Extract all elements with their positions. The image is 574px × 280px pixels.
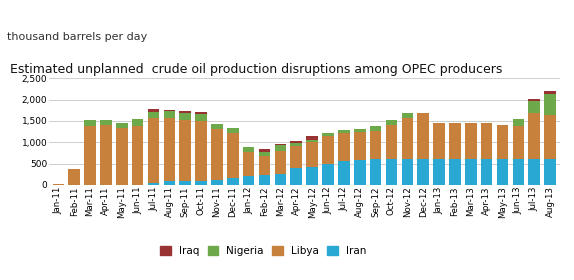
Bar bbox=[497, 160, 509, 185]
Bar bbox=[148, 118, 160, 183]
Bar bbox=[227, 133, 239, 178]
Bar bbox=[465, 123, 476, 160]
Bar bbox=[449, 160, 461, 185]
Bar bbox=[370, 160, 381, 185]
Bar bbox=[243, 147, 254, 151]
Bar bbox=[274, 151, 286, 174]
Bar bbox=[370, 127, 381, 131]
Bar bbox=[354, 129, 366, 132]
Text: thousand barrels per day: thousand barrels per day bbox=[7, 32, 148, 42]
Bar bbox=[290, 143, 302, 146]
Bar bbox=[497, 125, 509, 160]
Bar bbox=[180, 113, 191, 120]
Bar bbox=[100, 120, 112, 125]
Bar bbox=[449, 123, 461, 160]
Bar bbox=[116, 123, 127, 128]
Bar bbox=[132, 119, 144, 126]
Bar bbox=[370, 131, 381, 160]
Bar bbox=[180, 181, 191, 185]
Bar bbox=[513, 160, 524, 185]
Bar bbox=[544, 159, 556, 185]
Bar bbox=[307, 143, 318, 167]
Text: Estimated unplanned  crude oil production disruptions among OPEC producers: Estimated unplanned crude oil production… bbox=[10, 63, 503, 76]
Bar bbox=[68, 169, 80, 185]
Bar bbox=[211, 123, 223, 129]
Bar bbox=[544, 94, 556, 115]
Bar bbox=[52, 183, 64, 184]
Bar bbox=[290, 141, 302, 143]
Bar bbox=[290, 168, 302, 185]
Bar bbox=[465, 160, 476, 185]
Bar bbox=[148, 109, 160, 112]
Bar bbox=[227, 178, 239, 185]
Bar bbox=[417, 113, 429, 160]
Bar bbox=[433, 123, 445, 160]
Bar bbox=[481, 160, 492, 185]
Bar bbox=[338, 133, 350, 161]
Bar bbox=[164, 181, 175, 185]
Bar bbox=[100, 125, 112, 185]
Bar bbox=[322, 164, 334, 185]
Bar bbox=[338, 161, 350, 185]
Bar bbox=[307, 136, 318, 140]
Bar bbox=[307, 140, 318, 143]
Bar bbox=[529, 159, 540, 185]
Bar bbox=[481, 123, 492, 160]
Bar bbox=[164, 118, 175, 181]
Bar bbox=[195, 181, 207, 185]
Bar bbox=[402, 160, 413, 185]
Bar bbox=[386, 125, 397, 160]
Bar bbox=[433, 160, 445, 185]
Bar bbox=[259, 175, 270, 185]
Bar bbox=[529, 99, 540, 101]
Bar bbox=[307, 167, 318, 185]
Bar bbox=[322, 136, 334, 164]
Bar bbox=[322, 133, 334, 136]
Bar bbox=[417, 160, 429, 185]
Bar bbox=[116, 128, 127, 185]
Bar bbox=[195, 112, 207, 114]
Bar bbox=[148, 112, 160, 118]
Bar bbox=[164, 111, 175, 118]
Bar bbox=[529, 113, 540, 159]
Bar bbox=[544, 91, 556, 94]
Bar bbox=[52, 184, 64, 185]
Bar bbox=[402, 118, 413, 160]
Bar bbox=[354, 160, 366, 185]
Bar bbox=[195, 120, 207, 181]
Bar bbox=[513, 119, 524, 126]
Bar bbox=[132, 126, 144, 185]
Bar bbox=[211, 129, 223, 180]
Bar bbox=[386, 160, 397, 185]
Bar bbox=[354, 132, 366, 160]
Bar bbox=[148, 183, 160, 185]
Bar bbox=[274, 145, 286, 151]
Bar bbox=[338, 130, 350, 133]
Bar bbox=[402, 113, 413, 118]
Bar bbox=[259, 156, 270, 175]
Bar bbox=[544, 115, 556, 159]
Bar bbox=[180, 111, 191, 113]
Bar bbox=[290, 146, 302, 168]
Bar bbox=[243, 151, 254, 176]
Bar bbox=[274, 174, 286, 185]
Bar bbox=[180, 120, 191, 181]
Bar bbox=[84, 126, 96, 185]
Bar bbox=[274, 144, 286, 145]
Bar bbox=[386, 120, 397, 125]
Bar bbox=[243, 176, 254, 185]
Bar bbox=[84, 120, 96, 126]
Bar bbox=[227, 128, 239, 133]
Bar bbox=[164, 110, 175, 111]
Bar bbox=[211, 180, 223, 185]
Bar bbox=[529, 101, 540, 113]
Bar bbox=[259, 152, 270, 156]
Bar bbox=[259, 149, 270, 152]
Legend: Iraq, Nigeria, Libya, Iran: Iraq, Nigeria, Libya, Iran bbox=[160, 246, 366, 256]
Bar bbox=[195, 114, 207, 120]
Bar bbox=[513, 126, 524, 160]
